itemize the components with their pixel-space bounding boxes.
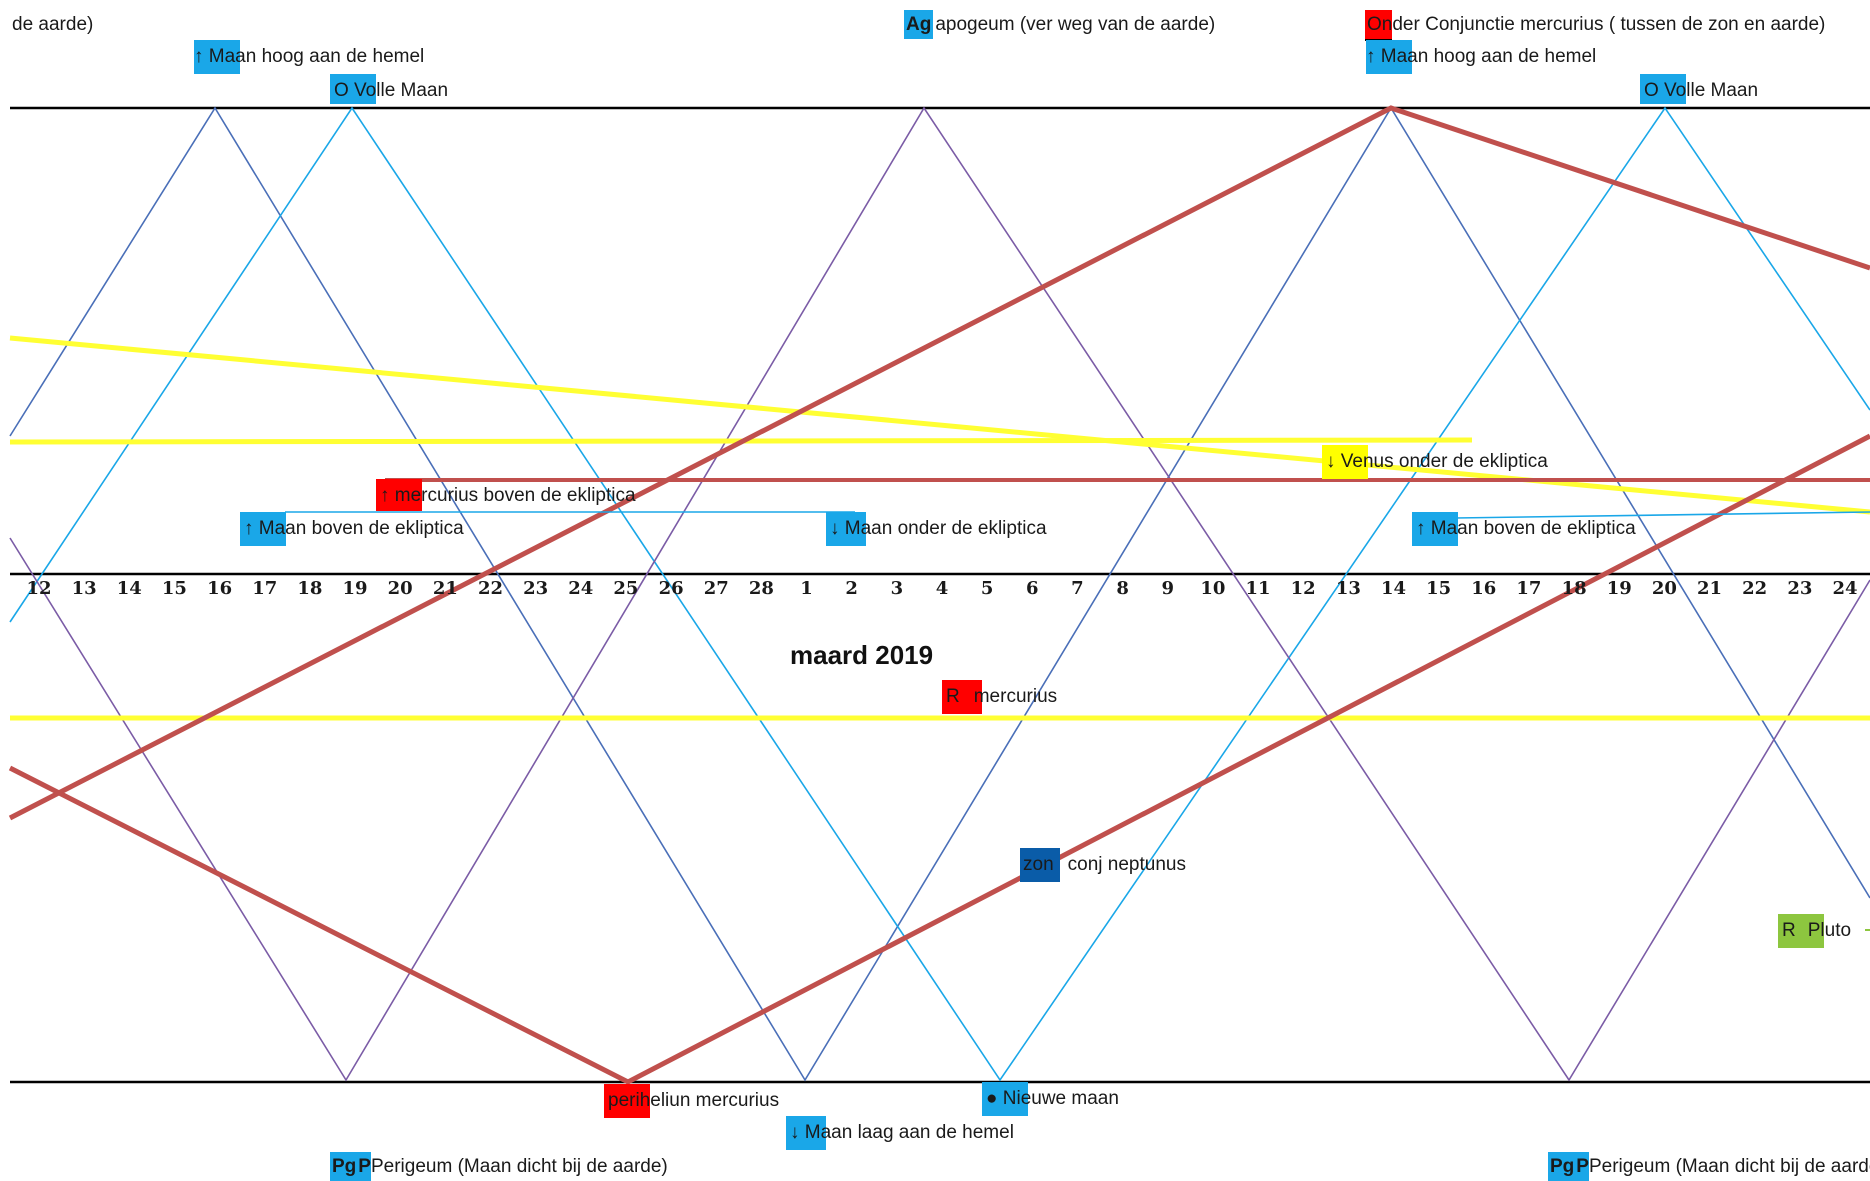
date-label: 27 [703,578,729,599]
date-label: 15 [161,578,187,599]
date-label: 13 [1335,578,1361,599]
date-label: 22 [1742,578,1768,599]
inferior-conjunction-code: On [1365,10,1393,41]
date-label: 13 [71,578,97,599]
retrograde-pluto-label: R Pluto [1778,914,1851,948]
date-label: 16 [1471,578,1497,599]
apogee-text: apogeum (ver weg van de aarde) [935,14,1216,35]
date-label: 1 [800,578,813,599]
date-label: 24 [1832,578,1858,599]
date-label: 2 [845,578,858,599]
perigee-label-2: Pg PPerigeum (Maan dicht bij de aarde) [1548,1152,1870,1181]
date-label: 15 [1426,578,1452,599]
perigee-text-2: Perigeum (Maan dicht bij de aarde) [1588,1156,1870,1177]
date-label: 17 [1516,578,1542,599]
moon-low-label: ↓ Maan laag aan de hemel [786,1116,1014,1150]
date-label: 21 [1697,578,1723,599]
date-label: 23 [523,578,549,599]
date-label: 20 [1651,578,1677,599]
date-label: 12 [26,578,52,599]
date-label: 18 [1561,578,1587,599]
mercury-above-label: ↑ mercurius boven de ekliptica [376,479,636,511]
date-label: 22 [477,578,504,599]
moon-declination-line [9,106,1870,1082]
mercury-path-line [8,105,1870,821]
inferior-conjunction-label: Onder Conjunctie mercurius ( tussen de z… [1365,10,1826,41]
new-moon-label: ● Nieuwe maan [982,1082,1119,1116]
moon-above-label-2: ↑ Maan boven de ekliptica [1412,512,1636,546]
moon-below-label: ↓ Maan onder de ekliptica [826,512,1047,546]
date-label: 25 [613,578,639,599]
date-label: 10 [1200,578,1226,599]
apogee-label: Ag apogeum (ver weg van de aarde) [904,10,1216,39]
moon-distance-line [9,106,1870,1082]
moon-above-label-1: ↑ Maan boven de ekliptica [240,512,464,546]
date-label: 9 [1161,578,1175,599]
date-label: 23 [1787,578,1813,599]
date-label: 12 [1290,578,1316,599]
moon-high-label-1: ↑ Maan hoog aan de hemel [194,40,424,74]
date-label: 19 [1606,578,1632,599]
full-moon-label-2: O Volle Maan [1640,74,1758,104]
venus-below-label: ↓ Venus onder de ekliptica [1322,445,1548,479]
date-label: 5 [980,578,994,599]
perihelion-label: periheliun mercurius [604,1084,779,1118]
venus-cycle-line [9,106,1870,1082]
mercury-latitude-line [8,433,1870,1085]
date-label: 14 [1380,578,1407,599]
label-top-left: de aarde) [12,14,94,35]
date-label: 24 [568,578,594,599]
moon-above-line-2 [1454,511,1870,519]
perigee-label-1: Pg PPerigeum (Maan dicht bij de aarde) [330,1152,668,1181]
date-label: 16 [207,578,233,599]
date-label: 14 [116,578,142,599]
date-label: 20 [387,578,413,599]
date-label: 7 [1071,578,1084,599]
sun-conjunction-label: zon conj neptunus [1020,848,1186,882]
date-label: 28 [748,578,774,599]
date-label: 18 [297,578,323,599]
date-label: 3 [890,578,904,599]
date-label: 8 [1116,578,1129,599]
full-moon-label-1: O Volle Maan [330,74,448,104]
date-label: 6 [1026,578,1039,599]
inferior-conjunction-text: der Conjunctie mercurius ( tussen de zon… [1392,14,1826,35]
date-label: 11 [1245,578,1271,599]
moon-high-label-2: ↑ Maan hoog aan de hemel [1366,40,1596,74]
month-title: maard 2019 [790,640,934,670]
apogee-code: Ag [904,10,934,39]
date-label: 4 [935,578,949,599]
venus-path-line [9,335,1870,515]
date-label: 17 [252,578,278,599]
date-label: 21 [432,578,458,599]
date-label: 19 [342,578,368,599]
perigee-text-1: Perigeum (Maan dicht bij de aarde) [370,1156,668,1177]
date-label: 26 [658,578,684,599]
